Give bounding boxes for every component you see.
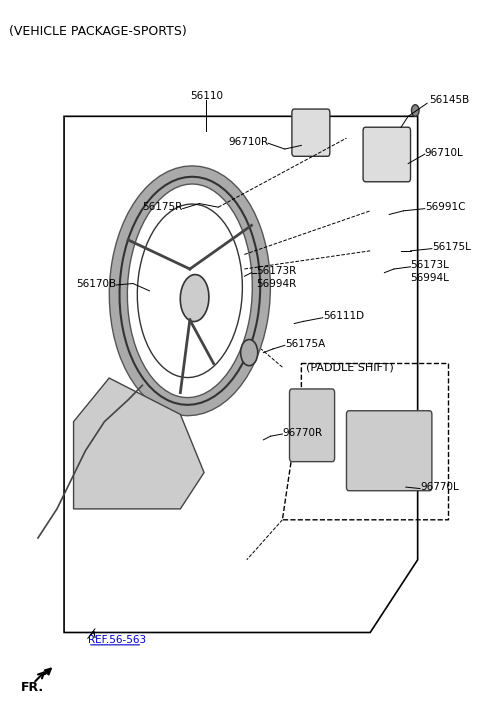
Ellipse shape xyxy=(180,275,209,321)
Text: 56170B: 56170B xyxy=(76,278,116,289)
Text: 56994L: 56994L xyxy=(410,273,449,283)
Circle shape xyxy=(240,340,258,366)
Text: 56175L: 56175L xyxy=(432,242,471,252)
Text: 56173L: 56173L xyxy=(410,260,449,270)
Text: (PADDLE SHIFT): (PADDLE SHIFT) xyxy=(306,362,394,372)
Text: 96710L: 96710L xyxy=(425,148,464,158)
Text: 96770R: 96770R xyxy=(282,427,323,438)
Text: 56991C: 56991C xyxy=(425,202,465,212)
Text: FR.: FR. xyxy=(21,680,45,694)
Text: 56145B: 56145B xyxy=(430,95,470,105)
Text: 56173R: 56173R xyxy=(256,266,297,276)
Text: 96710R: 96710R xyxy=(228,137,268,147)
Text: (VEHICLE PACKAGE-SPORTS): (VEHICLE PACKAGE-SPORTS) xyxy=(10,25,187,39)
Circle shape xyxy=(411,105,419,116)
Text: 56175R: 56175R xyxy=(143,202,183,212)
Text: 56110: 56110 xyxy=(190,91,223,101)
FancyBboxPatch shape xyxy=(363,127,410,182)
FancyBboxPatch shape xyxy=(292,109,330,156)
Text: 56994R: 56994R xyxy=(256,278,297,289)
FancyBboxPatch shape xyxy=(289,389,335,462)
Text: 96770L: 96770L xyxy=(420,482,459,492)
Text: 56175A: 56175A xyxy=(285,339,325,349)
Text: 56111D: 56111D xyxy=(323,311,364,321)
Polygon shape xyxy=(73,378,204,509)
Text: REF.56-563: REF.56-563 xyxy=(88,635,146,645)
FancyBboxPatch shape xyxy=(347,411,432,491)
